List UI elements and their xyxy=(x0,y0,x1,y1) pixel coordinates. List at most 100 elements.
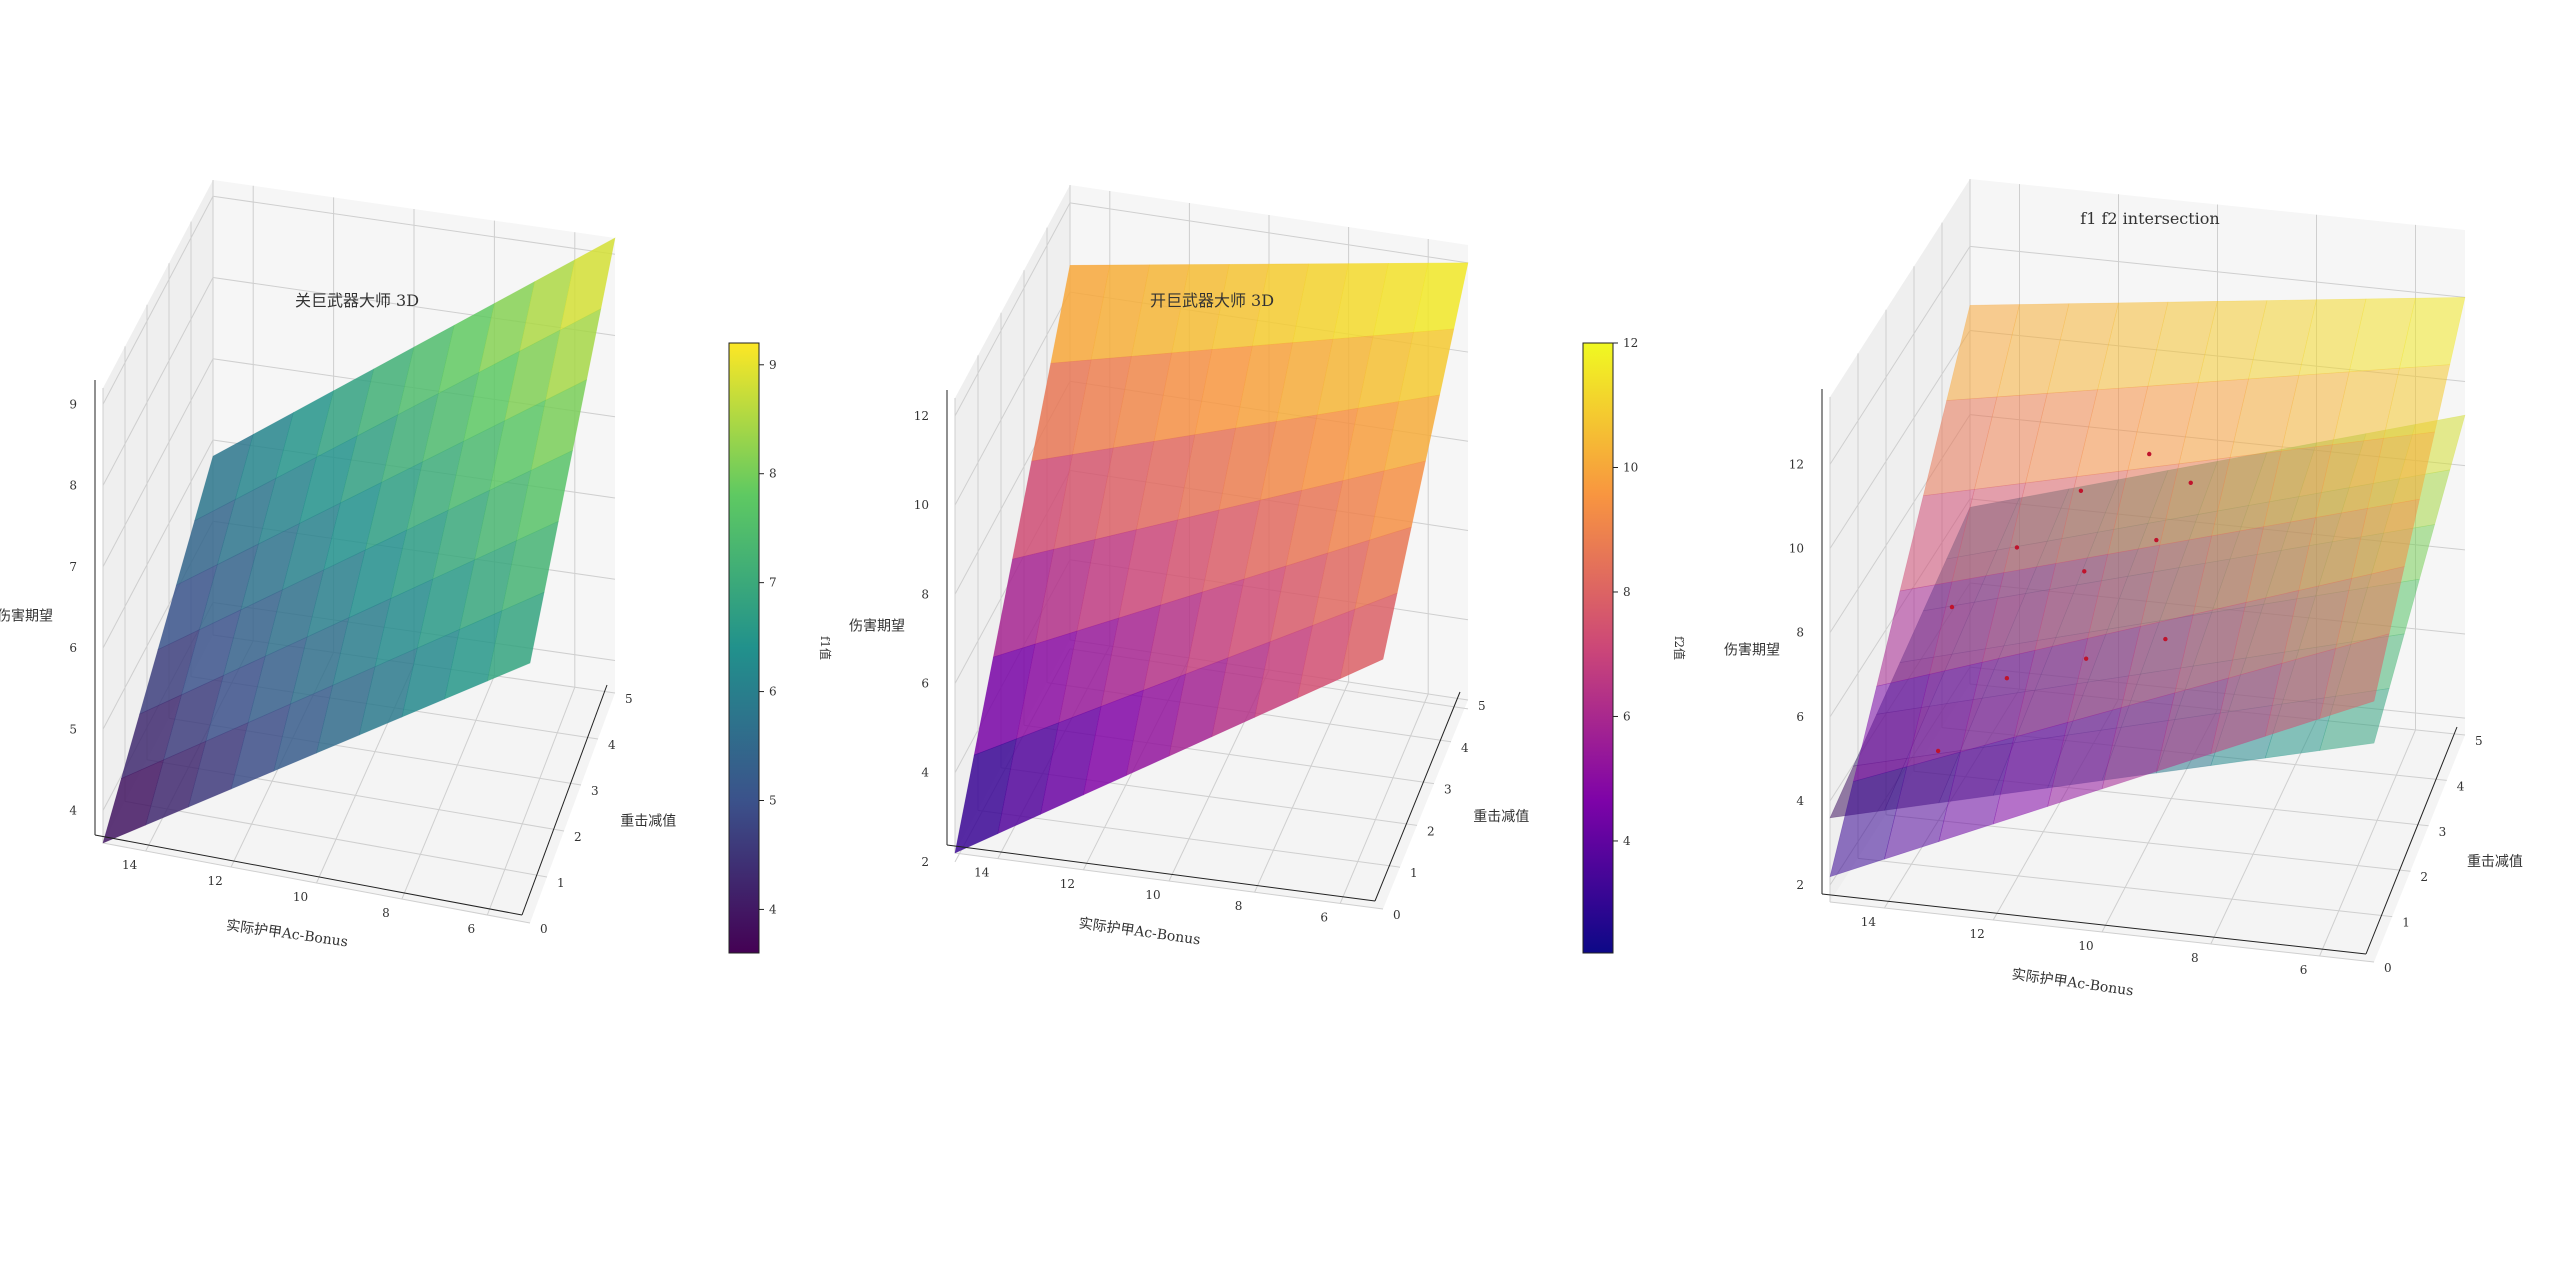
x-tick-label: 14 xyxy=(122,858,138,872)
y-tick-label: 5 xyxy=(625,692,633,706)
x-tick-label: 6 xyxy=(467,922,475,936)
y-tick-label: 3 xyxy=(591,784,599,798)
x-tick-label: 10 xyxy=(293,890,308,904)
gridline-left-z xyxy=(954,291,1071,506)
intersection-point xyxy=(2154,537,2159,543)
z-tick-label: 2 xyxy=(1796,878,1804,892)
x-tick-label: 6 xyxy=(1320,910,1328,924)
y-axis-label: 重击减值 xyxy=(620,814,676,830)
z-tick-label: 12 xyxy=(914,409,929,423)
gridline-left-z xyxy=(954,202,1071,417)
z-axis-label: 伤害期望 xyxy=(1724,643,1780,659)
gridline-floor-y xyxy=(124,800,548,878)
z-tick-label: 10 xyxy=(914,498,929,512)
intersection-point xyxy=(2188,480,2193,485)
y-tick-label: 0 xyxy=(1393,908,1401,922)
y-tick-label: 4 xyxy=(608,738,616,752)
chart-title: 开巨武器大师 3D xyxy=(1150,291,1274,310)
gridline-back-z xyxy=(212,195,616,255)
colorbar-tick-label: 4 xyxy=(769,902,777,916)
x-tick-label: 14 xyxy=(1861,915,1877,929)
gridline-floor-x xyxy=(486,687,576,916)
surface-f2 xyxy=(954,262,1469,854)
y-tick-label: 4 xyxy=(1461,741,1469,755)
x-tick-label: 12 xyxy=(1970,927,1985,941)
surface-facet xyxy=(2351,498,2420,579)
x-axis-line xyxy=(946,844,1376,902)
y-tick-label: 2 xyxy=(2420,870,2428,884)
plot-intersection-3d: 6810121401234524681012实际护甲Ac-Bonus重击减值伤害… xyxy=(1724,179,2523,999)
surface-f1 xyxy=(102,237,616,844)
z-tick-label: 10 xyxy=(1789,542,1804,556)
z-tick-label: 8 xyxy=(1796,626,1804,640)
intersection-point xyxy=(2163,636,2168,642)
y-tick-label: 3 xyxy=(1444,783,1452,797)
gridline-floor-x xyxy=(1254,681,1350,893)
x-tick-label: 12 xyxy=(207,874,222,888)
y-tick-label: 3 xyxy=(2439,825,2447,839)
intersection-point xyxy=(2083,656,2089,661)
z-tick-label: 5 xyxy=(69,722,77,736)
z-axis-label: 伤害期望 xyxy=(849,619,905,635)
colorbar-tick-label: 4 xyxy=(1623,834,1631,848)
y-axis-line xyxy=(521,684,608,916)
z-tick-label: 7 xyxy=(69,560,77,574)
x-axis-label: 实际护甲Ac-Bonus xyxy=(1078,916,1202,949)
y-tick-label: 0 xyxy=(540,922,548,936)
chart-title: 关巨武器大师 3D xyxy=(295,291,419,310)
colorbar-tick-label: 12 xyxy=(1623,336,1638,350)
z-axis-label: 伤害期望 xyxy=(0,609,53,625)
gridline-left-z xyxy=(1829,330,1971,549)
x-tick-label: 12 xyxy=(1060,877,1075,891)
colorbar-tick-label: 7 xyxy=(769,576,777,590)
gridline-floor-x xyxy=(2319,729,2416,957)
intersection-point xyxy=(2014,545,2020,550)
gridline-back-z xyxy=(1969,245,2466,298)
gridline-floor-y xyxy=(1857,857,2393,918)
z-tick-label: 6 xyxy=(921,676,929,690)
z-tick-label: 6 xyxy=(69,641,77,655)
intersection-point xyxy=(1949,604,1955,610)
gridline-floor-x xyxy=(401,675,495,900)
gridline-floor-x xyxy=(1339,693,1429,904)
x-axis-label: 实际护甲Ac-Bonus xyxy=(225,918,349,951)
surface-facet xyxy=(486,591,545,682)
x-tick-label: 10 xyxy=(2078,939,2093,953)
gridline-floor-y xyxy=(102,842,531,924)
z-tick-label: 9 xyxy=(69,397,77,411)
y-axis-line xyxy=(1374,691,1461,902)
gridline-floor-y xyxy=(1829,901,2375,963)
colorbar-label: f2值 xyxy=(1672,636,1687,660)
x-axis-line xyxy=(1821,893,2367,955)
colorbar: 4 6 8 10 12 f2值 xyxy=(1582,336,1687,954)
y-tick-label: 4 xyxy=(2457,779,2465,793)
gridline-floor-y xyxy=(977,809,1401,868)
y-tick-label: 5 xyxy=(1478,699,1486,713)
intersection-point xyxy=(2147,451,2152,457)
intersection-point xyxy=(2004,676,2010,681)
colorbar-tick-label: 5 xyxy=(769,794,777,808)
surface-facet xyxy=(2319,633,2390,720)
y-axis-label: 重击减值 xyxy=(1473,809,1529,825)
x-tick-label: 8 xyxy=(2191,951,2199,965)
y-axis-line xyxy=(2365,726,2458,955)
z-tick-label: 6 xyxy=(1796,710,1804,724)
y-tick-label: 0 xyxy=(2384,961,2392,975)
colorbar-tick-label: 6 xyxy=(769,685,777,699)
surface-f2 xyxy=(1829,297,2466,878)
y-tick-label: 2 xyxy=(1427,824,1435,838)
colorbar-gradient xyxy=(728,342,760,954)
z-tick-label: 8 xyxy=(921,587,929,601)
colorbar-tick-label: 8 xyxy=(1623,585,1631,599)
x-axis-label: 实际护甲Ac-Bonus xyxy=(2011,967,2135,1000)
intersection-point xyxy=(1935,748,1941,754)
colorbar-gradient xyxy=(1582,342,1614,954)
intersection-point xyxy=(2082,569,2087,574)
z-tick-label: 4 xyxy=(921,766,929,780)
plot-f1-3d: 68101214012345456789实际护甲Ac-Bonus重击减值伤害期望… xyxy=(0,180,833,954)
gridline-left-z xyxy=(102,358,214,567)
x-tick-label: 8 xyxy=(1235,899,1243,913)
surface-facet xyxy=(1339,592,1398,680)
x-tick-label: 6 xyxy=(2300,963,2308,977)
z-tick-label: 12 xyxy=(1789,457,1804,471)
